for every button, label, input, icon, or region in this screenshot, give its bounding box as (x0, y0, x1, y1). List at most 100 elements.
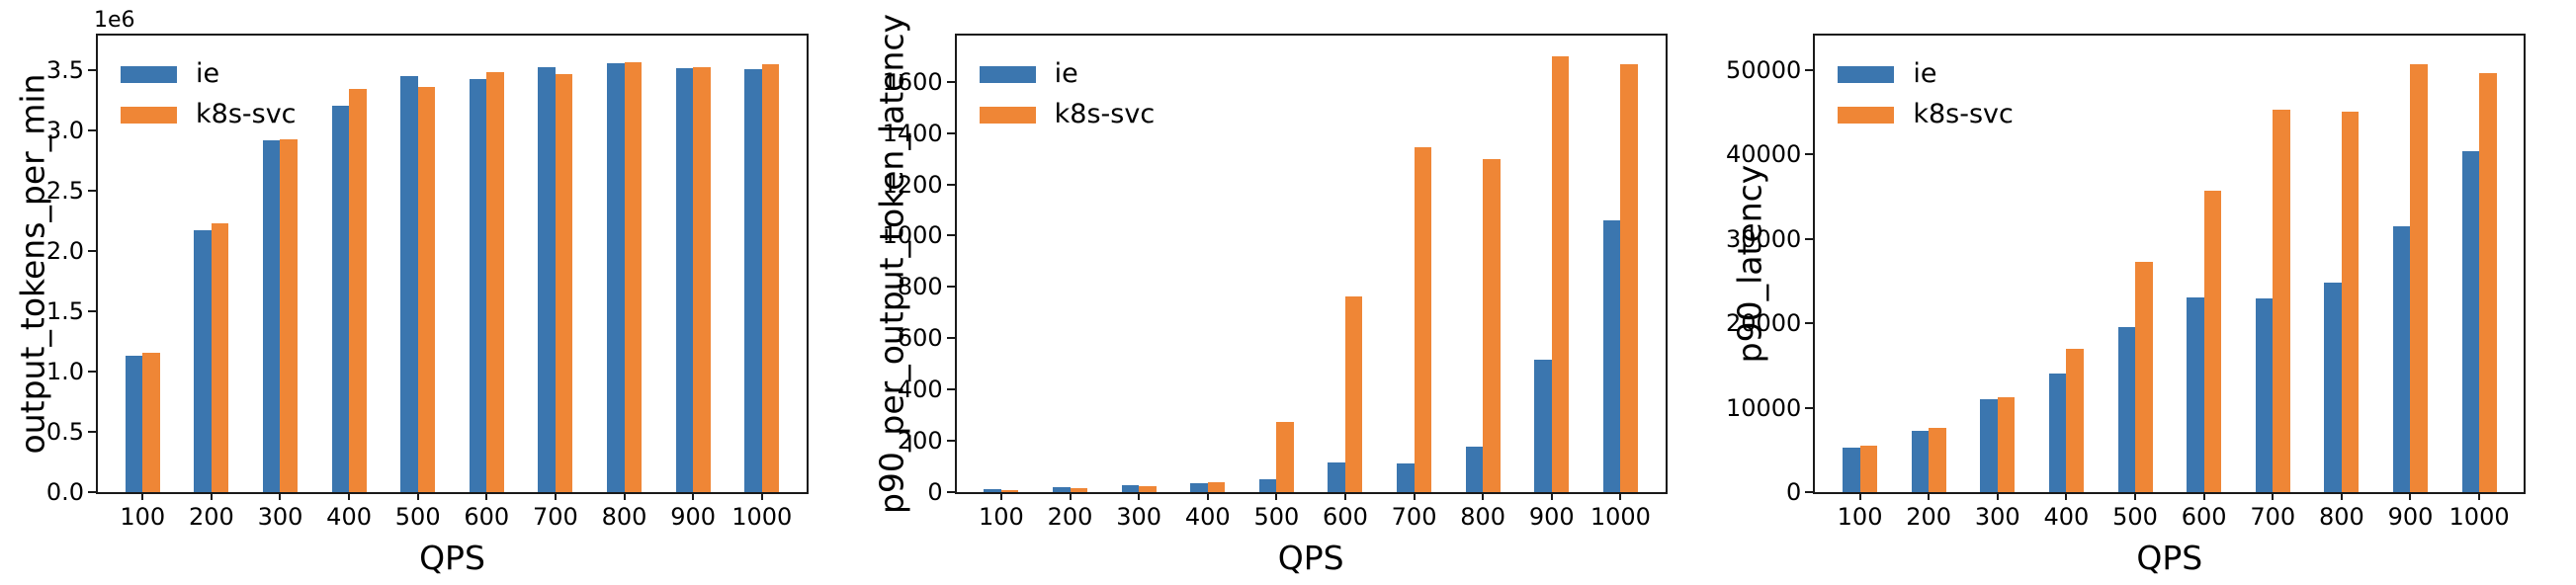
x-tick-label: 600 (1323, 503, 1368, 531)
y-tick (88, 69, 96, 72)
bar-ie-300 (1980, 399, 1998, 492)
x-tick-label: 900 (1528, 503, 1575, 531)
y-tick-label: 1400 (882, 119, 943, 147)
x-tick (1550, 492, 1553, 500)
x-tick-label: 300 (1116, 503, 1162, 531)
y-tick-label: 20000 (1725, 309, 1802, 338)
bar-k8s-svc-1000 (1620, 64, 1638, 492)
x-tick-label: 500 (394, 503, 441, 531)
bar-k8s-svc-500 (1276, 421, 1294, 492)
bar-k8s-svc-1000 (761, 64, 780, 492)
bar-ie-800 (1465, 446, 1484, 492)
y-tick (1805, 322, 1814, 325)
x-tick-label: 200 (1906, 503, 1952, 531)
x-tick (1858, 492, 1861, 500)
x-tick-label: 800 (1460, 503, 1506, 531)
chart-p90-per-output-token-latency: 0 200 400 600 800 1000 1200 1400 1600 100 200 300 40… (859, 0, 1718, 585)
x-tick (2202, 492, 2205, 500)
bar-k8s-svc-300 (1997, 396, 2016, 492)
y-tick (88, 190, 96, 193)
bar-k8s-svc-100 (1000, 489, 1019, 492)
bar-k8s-svc-700 (1414, 146, 1432, 492)
bar-k8s-svc-400 (1207, 481, 1226, 492)
x-tick-label: 700 (2250, 503, 2296, 531)
y-axis-label: p90_per_output_token_latency (872, 13, 911, 515)
x-tick-label: 500 (2112, 503, 2158, 531)
x-tick-label: 900 (2387, 503, 2434, 531)
x-tick-label: 100 (1837, 503, 1883, 531)
bar-ie-600 (469, 78, 487, 492)
bar-ie-400 (2048, 373, 2067, 492)
bar-ie-900 (1534, 359, 1552, 492)
y-tick-label: 1200 (882, 170, 943, 199)
bar-k8s-svc-700 (555, 74, 573, 492)
x-tick-label: 600 (2181, 503, 2227, 531)
bar-ie-500 (1258, 479, 1277, 492)
y-tick-label: 3.0 (45, 117, 84, 145)
x-tick (1413, 492, 1416, 500)
x-tick (279, 492, 282, 500)
bar-ie-500 (2117, 327, 2136, 492)
y-tick (946, 491, 955, 493)
x-tick-label: 700 (1391, 503, 1437, 531)
x-tick (485, 492, 488, 500)
bar-ie-200 (194, 230, 212, 492)
bar-ie-700 (538, 66, 556, 492)
y-tick-label: 800 (897, 273, 943, 301)
bar-k8s-svc-300 (280, 138, 298, 492)
bar-k8s-svc-800 (2341, 111, 2360, 492)
y-tick-label: 50000 (1725, 56, 1802, 84)
y-tick-label: 600 (897, 324, 943, 353)
y-tick-label: 2.0 (45, 237, 84, 266)
x-axis-label: QPS (2136, 539, 2203, 577)
bar-k8s-svc-200 (211, 223, 229, 492)
y-tick (88, 129, 96, 132)
bar-ie-500 (400, 76, 418, 492)
bar-ie-800 (2324, 283, 2342, 492)
x-tick-label: 1000 (2448, 503, 2510, 531)
legend-swatch-k8s-svc (979, 107, 1036, 124)
bar-ie-600 (1328, 461, 1345, 492)
bar-k8s-svc-300 (1139, 485, 1157, 492)
plot-area (96, 34, 809, 494)
x-tick (554, 492, 557, 500)
x-tick-label: 900 (670, 503, 717, 531)
bar-ie-200 (1911, 430, 1930, 492)
legend-label-k8s-svc: k8s-svc (1913, 99, 2014, 129)
chart-p90-latency: 0 10000 20000 30000 40000 50000 100 200 300 400 50… (1717, 0, 2576, 585)
x-tick (2272, 492, 2275, 500)
x-tick (210, 492, 213, 500)
bar-ie-300 (1121, 485, 1140, 492)
y-tick-label: 1000 (882, 221, 943, 250)
y-tick-label: 0.0 (45, 478, 84, 506)
bar-k8s-svc-900 (1551, 56, 1570, 492)
y-tick-label: 0 (1786, 478, 1802, 506)
legend-swatch-k8s-svc (1838, 107, 1895, 124)
bar-ie-1000 (744, 69, 762, 492)
y-tick (1805, 406, 1814, 409)
y-tick (88, 310, 96, 313)
y-tick-label: 1.0 (45, 358, 84, 386)
bar-ie-100 (1843, 447, 1860, 492)
legend-label-k8s-svc: k8s-svc (196, 99, 297, 129)
chart-output-tokens-per-min: 0.0 0.5 1.0 1.5 2.0 2.5 3.0 3.5 100 200 300 400 500 6… (0, 0, 859, 585)
x-tick-label: 300 (257, 503, 303, 531)
x-tick (999, 492, 1002, 500)
bar-k8s-svc-400 (349, 88, 367, 492)
x-tick (141, 492, 144, 500)
x-tick (2134, 492, 2137, 500)
y-tick-label: 0 (927, 478, 943, 506)
x-tick (2478, 492, 2481, 500)
x-axis-label: QPS (1277, 539, 1344, 577)
y-tick (1805, 153, 1814, 156)
bar-k8s-svc-500 (417, 87, 436, 492)
bar-k8s-svc-200 (1070, 487, 1087, 492)
legend-label-k8s-svc: k8s-svc (1054, 99, 1156, 129)
bar-k8s-svc-100 (142, 352, 160, 492)
y-tick (946, 131, 955, 134)
y-tick (88, 491, 96, 493)
y-tick (946, 234, 955, 237)
bar-k8s-svc-100 (1859, 446, 1878, 492)
y-tick (946, 80, 955, 83)
